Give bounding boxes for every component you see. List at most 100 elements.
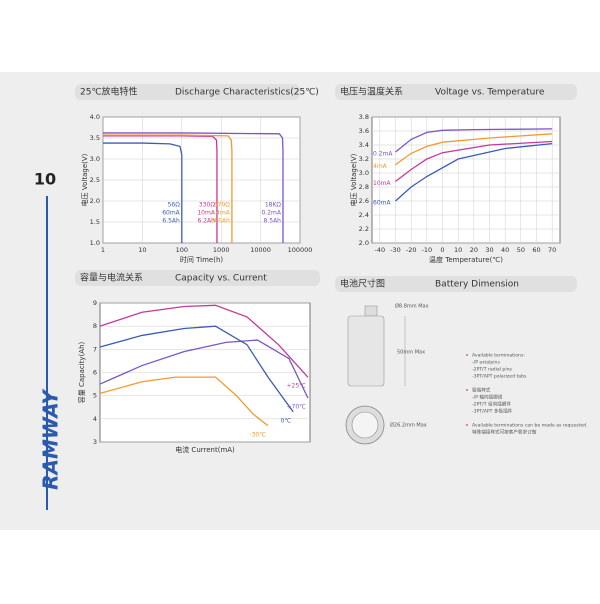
- data-line: [99, 339, 309, 399]
- x-tick-label: 100: [176, 246, 188, 254]
- series-label: +25℃: [286, 383, 306, 390]
- x-axis-label: 电流 Current(mA): [175, 445, 235, 454]
- x-tick-label: 30: [485, 246, 493, 254]
- y-tick-label: 2.0: [90, 197, 100, 205]
- series-label: 0.2mA: [373, 151, 393, 158]
- x-tick-label: 10000: [250, 246, 271, 254]
- x-tick-label: 70: [548, 246, 556, 254]
- panel-header: [335, 84, 577, 100]
- panel-header: [335, 276, 577, 292]
- x-tick-label: -30: [390, 246, 401, 254]
- x-tick-label: 40: [501, 246, 509, 254]
- x-tick-label: -40: [375, 246, 386, 254]
- data-line: [103, 142, 183, 243]
- y-tick-label: 2.4: [359, 211, 369, 219]
- series-label: 0℃: [281, 417, 292, 424]
- x-axis-label: 时间 Time(h): [180, 255, 224, 264]
- note-text: -/P 轴向插脚线: [472, 394, 503, 401]
- y-tick-label: 4: [93, 415, 97, 423]
- data-line: [395, 128, 553, 153]
- y-tick-label: 8: [93, 322, 97, 330]
- y-tick-label: 5: [93, 392, 97, 400]
- y-tick-label: 3.0: [90, 155, 100, 163]
- x-axis-label: 温度 Temperature(℃): [429, 255, 503, 264]
- note-text: 极端样式: [472, 387, 491, 394]
- y-tick-label: 3.0: [359, 169, 369, 177]
- note-text: -3PT/APT 多极插件: [472, 408, 513, 415]
- x-tick-label: 60: [532, 246, 540, 254]
- series-label: 60mA: [162, 210, 180, 217]
- series-label: 60mA: [373, 200, 391, 207]
- note-text: -3PT/APT polarized tabs: [472, 374, 527, 380]
- y-tick-label: 2.0: [359, 239, 369, 247]
- y-tick-label: 2.2: [359, 225, 369, 233]
- series-label: 670Ω: [214, 202, 230, 209]
- panel-subtitle: Capacity vs. Current: [175, 274, 267, 284]
- battery-top-inner: [351, 411, 379, 439]
- bullet: [466, 424, 468, 426]
- dim-label: Ø8.8mm Max: [395, 303, 429, 310]
- series-label: 4mA: [373, 163, 388, 170]
- y-tick-label: 9: [93, 299, 97, 307]
- series-label: 9.0Ah: [212, 218, 230, 225]
- panel-header: [75, 270, 320, 286]
- y-tick-label: 6: [93, 369, 97, 377]
- panel-title: 电池尺寸图: [340, 278, 385, 290]
- x-tick-label: -20: [406, 246, 417, 254]
- y-tick-label: 3.6: [359, 127, 369, 135]
- x-tick-label: 1: [101, 246, 105, 254]
- panel-title: 电压与温度关系: [340, 86, 403, 98]
- y-tick-label: 2.5: [90, 176, 100, 184]
- panel-title: 容量与电流关系: [80, 272, 143, 284]
- series-label: +70℃: [286, 403, 306, 410]
- series-label: 6.5Ah: [162, 218, 180, 225]
- y-tick-label: 2.6: [359, 197, 369, 205]
- note-text: -2PT/T radial pins: [472, 367, 513, 373]
- series-label: -30℃: [249, 431, 266, 438]
- y-tick-label: 2.8: [359, 183, 369, 191]
- y-tick-label: 3: [93, 438, 97, 446]
- data-line: [99, 376, 269, 427]
- y-tick-label: 3.5: [90, 134, 100, 142]
- dimension-panel: 电池尺寸图 Battery Dimension Ø8.8mm Max 50mm …: [335, 276, 588, 445]
- note-text: Available terminations can be made as re…: [472, 423, 588, 429]
- panel-header: [75, 84, 300, 100]
- series-label: 18KΩ: [265, 202, 282, 209]
- series-label: 56Ω: [168, 202, 181, 209]
- data-line: [395, 133, 553, 166]
- battery-cap: [364, 305, 378, 317]
- y-tick-label: 7: [93, 345, 97, 353]
- series-label: 4mA: [216, 210, 231, 217]
- panel-title: 25℃放电特性: [80, 86, 138, 98]
- series-label: 0.2mA: [261, 210, 281, 217]
- data-line: [395, 142, 553, 202]
- bullet: [466, 354, 468, 356]
- data-line: [395, 140, 553, 182]
- page-number: 10: [34, 170, 56, 189]
- note-text: -/P axialpins: [472, 360, 500, 366]
- data-line: [99, 304, 309, 378]
- note-text: 特殊端接样式可按客户要求订做: [472, 429, 537, 436]
- y-tick-label: 3.8: [359, 113, 369, 121]
- series-label: 8.5Ah: [264, 218, 282, 225]
- y-tick-label: 1.0: [90, 239, 100, 247]
- series-label: 6.2Ah: [197, 218, 215, 225]
- series-label: 330Ω: [199, 202, 215, 209]
- data-line: [103, 135, 218, 243]
- x-tick-label: 50: [517, 246, 525, 254]
- y-tick-label: 3.2: [359, 155, 369, 163]
- note-text: -2PT/T 径向插脚件: [472, 401, 511, 408]
- plot-area: [371, 116, 561, 244]
- x-tick-label: -10: [422, 246, 433, 254]
- y-axis-label: 容量 Capacity(Ah): [77, 341, 86, 403]
- series-label: 10mA: [197, 210, 215, 217]
- x-tick-label: 10: [454, 246, 462, 254]
- y-tick-label: 4.0: [90, 113, 100, 121]
- y-axis-label: 电压 Voltage(V): [349, 153, 358, 206]
- series-label: 10mA: [373, 180, 391, 187]
- dim-label: 50mm Max: [397, 350, 425, 356]
- x-tick-label: 20: [470, 246, 478, 254]
- x-tick-label: 100000: [288, 246, 313, 254]
- brand-logo: RAMWAY: [39, 388, 63, 490]
- x-tick-label: 0: [440, 246, 444, 254]
